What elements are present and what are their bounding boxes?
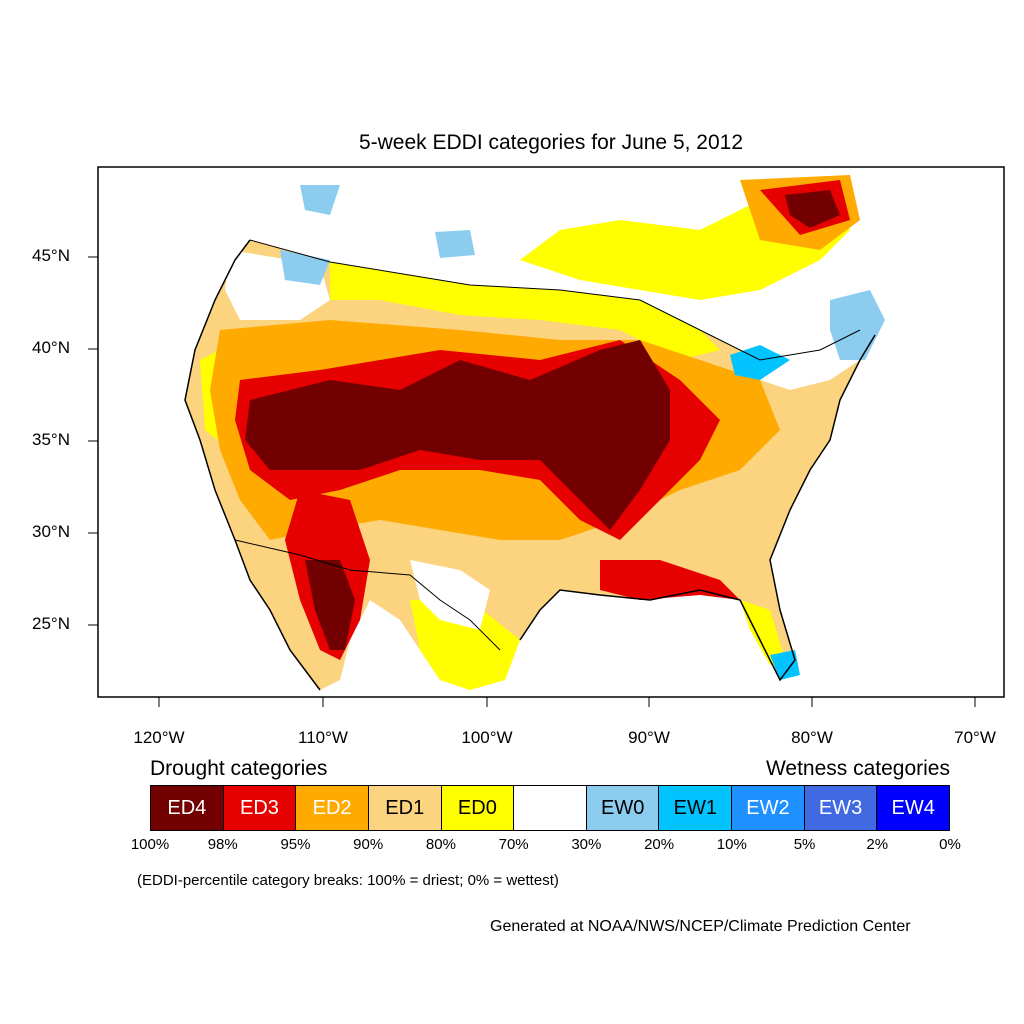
lat-ticks xyxy=(88,256,98,626)
wetness-heading: Wetness categories xyxy=(765,757,950,780)
percentile-label: 98% xyxy=(207,836,238,853)
lon-label-90: 90°W xyxy=(628,728,670,747)
ed4-region-southwest xyxy=(305,560,355,650)
percentile-label: 90% xyxy=(353,836,384,853)
lat-label-45: 45°N xyxy=(32,246,70,265)
map-title: 5-week EDDI categories for June 5, 2012 xyxy=(358,131,744,154)
legend-cell-ew3: EW3 xyxy=(804,786,878,830)
lon-label-120: 120°W xyxy=(133,728,185,747)
percentile-label: 20% xyxy=(644,836,675,853)
legend-cell-ed1: ED1 xyxy=(368,786,442,830)
legend-cell-ew0: EW0 xyxy=(586,786,660,830)
percentile-label: 5% xyxy=(793,836,816,853)
ew0-region-canada-1 xyxy=(435,230,475,258)
us-canada-border xyxy=(249,239,861,361)
percentile-label: 10% xyxy=(716,836,747,853)
ed0-region-north xyxy=(330,262,720,360)
lat-label-35: 35°N xyxy=(32,430,70,449)
percentile-label: 95% xyxy=(280,836,311,853)
category-note: (EDDI-percentile category breaks: 100% =… xyxy=(137,872,559,889)
percentile-label: 0% xyxy=(939,836,961,853)
ew1-region-lakes xyxy=(730,345,790,380)
lat-label-30: 30°N xyxy=(32,522,70,541)
legend-cell-ed0: ED0 xyxy=(441,786,515,830)
ew1-region-florida xyxy=(770,650,800,680)
credit-line: Generated at NOAA/NWS/NCEP/Climate Predi… xyxy=(490,918,911,935)
us-mexico-border xyxy=(234,539,501,651)
map-frame xyxy=(97,166,1005,698)
coastline xyxy=(184,239,876,691)
percentile-label: 30% xyxy=(571,836,602,853)
percentile-label: 70% xyxy=(498,836,529,853)
lat-label-25: 25°N xyxy=(32,614,70,633)
percentile-label: 2% xyxy=(866,836,889,853)
legend-cell-ed4: ED4 xyxy=(151,786,224,830)
ed3-region-gulf xyxy=(600,560,740,600)
map-area xyxy=(184,170,1004,691)
lon-ticks xyxy=(158,697,976,707)
lat-label-40: 40°N xyxy=(32,338,70,357)
lon-label-70: 70°W xyxy=(954,728,996,747)
percentile-label: 100% xyxy=(130,836,170,853)
legend-cell-ew4: EW4 xyxy=(877,786,950,830)
legend-cell-ew2: EW2 xyxy=(732,786,805,830)
ed4-region-central xyxy=(245,340,670,530)
legend-cell-ed3: ED3 xyxy=(223,786,297,830)
legend-cell-ew1: EW1 xyxy=(659,786,733,830)
legend-colorbar: ED4 ED3 ED2 ED1 ED0 EW0 EW1 EW2 EW3 EW4 xyxy=(150,785,950,831)
legend-cell-normal xyxy=(514,786,587,830)
lon-label-110: 110°W xyxy=(298,728,348,747)
lon-label-80: 80°W xyxy=(791,728,833,747)
normal-region-texas xyxy=(410,560,490,630)
drought-heading: Drought categories xyxy=(150,757,328,780)
ed4-region-canada xyxy=(785,190,840,228)
percentile-label: 80% xyxy=(425,836,456,853)
legend-cell-ed2: ED2 xyxy=(296,786,369,830)
ed0-region-southeast xyxy=(740,600,785,665)
ed0-region-south xyxy=(410,600,520,690)
ew0-region-canada-2 xyxy=(300,185,340,215)
lon-label-100: 100°W xyxy=(461,728,513,747)
